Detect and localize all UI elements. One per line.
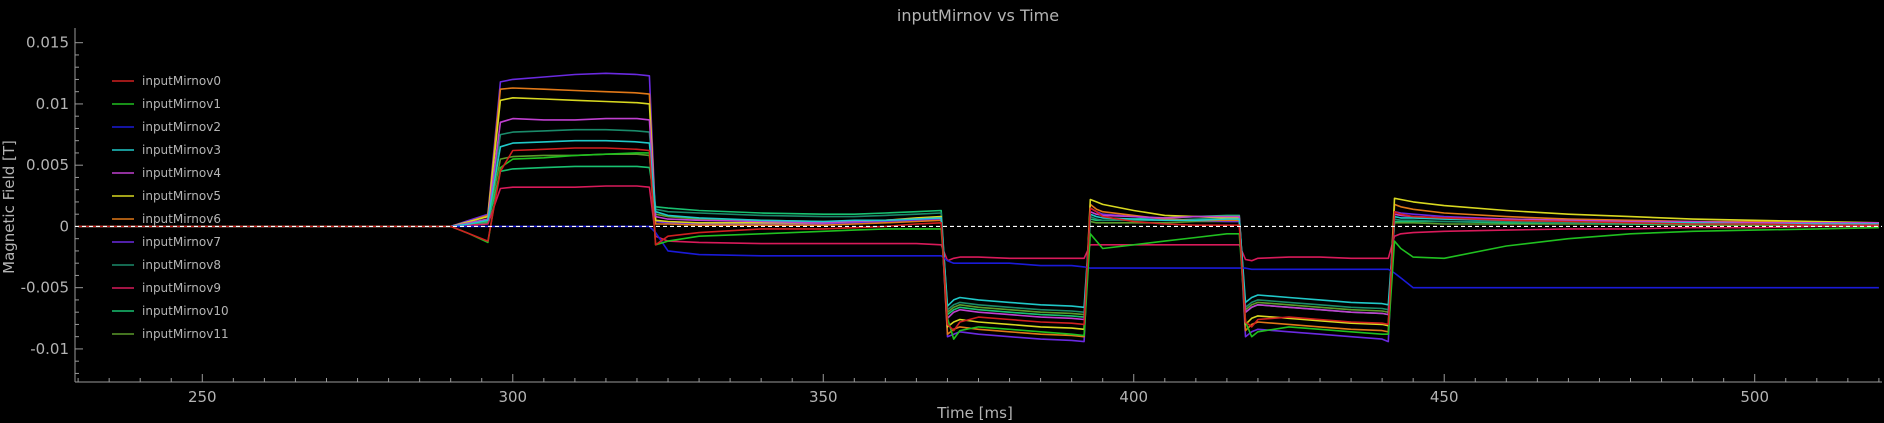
series-line-inputMirnov9 (78, 185, 1879, 262)
legend-label-inputMirnov8: inputMirnov8 (142, 258, 221, 272)
legend-label-inputMirnov7: inputMirnov7 (142, 235, 221, 249)
plot-area (75, 72, 1882, 343)
legend-label-inputMirnov0: inputMirnov0 (142, 74, 221, 88)
x-tick-label: 250 (188, 388, 217, 406)
series-line-inputMirnov8 (78, 128, 1879, 314)
x-axis-label: Time [ms] (936, 404, 1013, 422)
y-tick-label: 0.015 (26, 34, 69, 52)
y-tick-label: -0.005 (21, 279, 69, 297)
series-line-inputMirnov6 (78, 87, 1879, 338)
series-line-inputMirnov10 (78, 165, 1879, 318)
y-tick-label: 0 (59, 217, 69, 235)
x-tick-label: 450 (1430, 388, 1459, 406)
series-line-inputMirnov11 (78, 153, 1879, 316)
series-line-inputMirnov1 (78, 152, 1879, 340)
legend-label-inputMirnov3: inputMirnov3 (142, 143, 221, 157)
series-group (78, 72, 1879, 343)
series-line-inputMirnov3 (78, 139, 1879, 309)
legend-label-inputMirnov1: inputMirnov1 (142, 97, 221, 111)
x-tick-label: 400 (1119, 388, 1148, 406)
legend-label-inputMirnov6: inputMirnov6 (142, 212, 221, 226)
series-line-inputMirnov4 (78, 117, 1879, 321)
x-tick-label: 300 (498, 388, 527, 406)
x-tick-label: 500 (1740, 388, 1769, 406)
y-tick-label: 0.01 (36, 95, 69, 113)
y-axis-label: Magnetic Field [T] (0, 140, 18, 274)
legend: inputMirnov0 inputMirnov1 inputMirnov2 inpu… (112, 74, 229, 341)
legend-label-inputMirnov5: inputMirnov5 (142, 189, 221, 203)
series-line-inputMirnov5 (78, 97, 1879, 331)
legend-label-inputMirnov10: inputMirnov10 (142, 304, 229, 318)
y-tick-label: 0.005 (26, 156, 69, 174)
axes: 250 300 350 400 450 500 0.015 0.01 0.005 0 -0.005 -… (21, 28, 1882, 406)
x-tick-label: 350 (809, 388, 838, 406)
legend-label-inputMirnov2: inputMirnov2 (142, 120, 221, 134)
y-tick-label: -0.01 (30, 340, 69, 358)
legend-label-inputMirnov11: inputMirnov11 (142, 327, 229, 341)
series-line-inputMirnov0 (78, 147, 1879, 332)
legend-label-inputMirnov9: inputMirnov9 (142, 281, 221, 295)
chart-title: inputMirnov vs Time (897, 6, 1059, 25)
legend-label-inputMirnov4: inputMirnov4 (142, 166, 221, 180)
